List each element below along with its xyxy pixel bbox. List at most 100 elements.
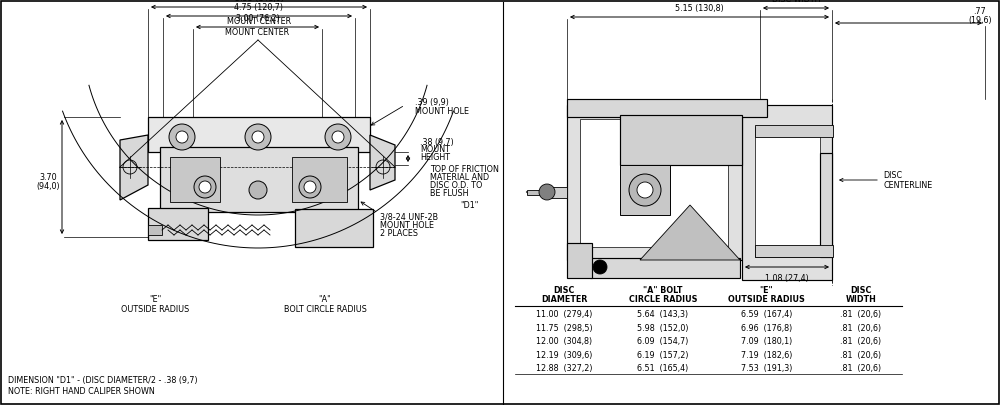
Text: .38 (9,7): .38 (9,7) <box>420 138 454 147</box>
Circle shape <box>194 176 216 198</box>
Bar <box>148 225 162 235</box>
Text: DISC: DISC <box>883 171 902 181</box>
Text: 11.00  (279,4): 11.00 (279,4) <box>536 310 592 319</box>
Text: .81  (20,6): .81 (20,6) <box>840 351 882 360</box>
Text: 3.00 (76,2): 3.00 (76,2) <box>236 14 279 23</box>
Bar <box>292 157 347 202</box>
Text: 7.19  (182,6): 7.19 (182,6) <box>741 351 792 360</box>
Polygon shape <box>370 135 395 190</box>
Circle shape <box>299 176 321 198</box>
Bar <box>527 190 542 195</box>
Text: "E": "E" <box>149 296 161 305</box>
Text: 6.51  (165,4): 6.51 (165,4) <box>637 364 689 373</box>
Text: DIAMETER: DIAMETER <box>541 295 587 304</box>
Text: OUTSIDE RADIUS: OUTSIDE RADIUS <box>121 305 189 313</box>
Bar <box>567 105 742 260</box>
Text: .81  (20,6): .81 (20,6) <box>840 364 882 373</box>
Polygon shape <box>120 135 148 200</box>
Text: 2 PLACES: 2 PLACES <box>380 228 418 237</box>
Text: CENTERLINE: CENTERLINE <box>883 181 932 190</box>
Circle shape <box>176 131 188 143</box>
Circle shape <box>325 124 351 150</box>
Bar <box>755 127 820 257</box>
Circle shape <box>629 174 661 206</box>
Text: DISC WIDTH: DISC WIDTH <box>772 0 820 4</box>
Text: TOP OF FRICTION: TOP OF FRICTION <box>430 166 499 175</box>
Text: BE FLUSH: BE FLUSH <box>430 190 468 198</box>
Text: 12.00  (304,8): 12.00 (304,8) <box>536 337 592 346</box>
Bar <box>295 209 373 247</box>
Text: WIDTH: WIDTH <box>846 295 876 304</box>
Bar <box>567 243 592 278</box>
Text: 7.09  (180,1): 7.09 (180,1) <box>741 337 792 346</box>
Text: .39 (9,9): .39 (9,9) <box>415 98 449 107</box>
Circle shape <box>169 124 195 150</box>
Text: CIRCLE RADIUS: CIRCLE RADIUS <box>629 295 697 304</box>
Bar <box>542 187 567 198</box>
Circle shape <box>199 181 211 193</box>
Bar <box>170 157 220 202</box>
Bar <box>620 165 670 215</box>
Text: 1.08 (27,4): 1.08 (27,4) <box>765 274 809 283</box>
Circle shape <box>304 181 316 193</box>
Text: MOUNT: MOUNT <box>420 145 450 154</box>
Text: NOTE: RIGHT HAND CALIPER SHOWN: NOTE: RIGHT HAND CALIPER SHOWN <box>8 386 155 396</box>
Text: "A" BOLT: "A" BOLT <box>643 286 683 295</box>
Text: "E": "E" <box>760 286 773 295</box>
Text: 6.59  (167,4): 6.59 (167,4) <box>741 310 792 319</box>
Bar <box>820 153 832 257</box>
Circle shape <box>593 260 607 274</box>
Text: 6.19  (157,2): 6.19 (157,2) <box>637 351 689 360</box>
Circle shape <box>252 131 264 143</box>
Text: .81  (20,6): .81 (20,6) <box>840 324 882 333</box>
Circle shape <box>249 181 267 199</box>
Text: MOUNT CENTER: MOUNT CENTER <box>225 28 290 37</box>
Text: MATERIAL AND: MATERIAL AND <box>430 173 489 183</box>
Text: MOUNT HOLE: MOUNT HOLE <box>380 220 434 230</box>
Bar <box>755 125 833 137</box>
Text: 6.09  (154,7): 6.09 (154,7) <box>637 337 689 346</box>
Text: (19,6): (19,6) <box>968 17 992 26</box>
Bar <box>160 147 358 212</box>
Bar <box>620 115 742 165</box>
Text: 11.75  (298,5): 11.75 (298,5) <box>536 324 592 333</box>
Text: OUTSIDE RADIUS: OUTSIDE RADIUS <box>728 295 805 304</box>
Text: 7.53  (191,3): 7.53 (191,3) <box>741 364 792 373</box>
Bar <box>148 208 208 240</box>
Text: DISC O.D. TO: DISC O.D. TO <box>430 181 482 190</box>
Bar <box>590 258 740 278</box>
Text: "A": "A" <box>319 296 331 305</box>
Text: MOUNT CENTER: MOUNT CENTER <box>227 17 291 26</box>
Circle shape <box>539 184 555 200</box>
Text: DIMENSION "D1" - (DISC DIAMETER/2 - .38 (9,7): DIMENSION "D1" - (DISC DIAMETER/2 - .38 … <box>8 375 198 384</box>
Text: 3.70: 3.70 <box>39 173 57 181</box>
Text: 5.98  (152,0): 5.98 (152,0) <box>637 324 689 333</box>
Text: "D1": "D1" <box>460 200 478 209</box>
Text: 12.19  (309,6): 12.19 (309,6) <box>536 351 592 360</box>
Text: 3/8-24 UNF-2B: 3/8-24 UNF-2B <box>380 213 438 222</box>
Text: 4.75 (120,7): 4.75 (120,7) <box>234 3 284 12</box>
Text: .81  (20,6): .81 (20,6) <box>840 310 882 319</box>
Bar <box>580 119 728 247</box>
Polygon shape <box>640 205 740 260</box>
Text: 6.96  (176,8): 6.96 (176,8) <box>741 324 792 333</box>
Circle shape <box>245 124 271 150</box>
Text: 5.15 (130,8): 5.15 (130,8) <box>675 4 724 13</box>
Text: DISC: DISC <box>850 286 872 295</box>
Text: 5.64  (143,3): 5.64 (143,3) <box>637 310 689 319</box>
Circle shape <box>332 131 344 143</box>
Text: MOUNT HOLE: MOUNT HOLE <box>415 107 469 115</box>
Text: (94,0): (94,0) <box>36 181 60 190</box>
Text: BOLT CIRCLE RADIUS: BOLT CIRCLE RADIUS <box>284 305 366 313</box>
Text: .77: .77 <box>974 8 986 17</box>
Text: 5.55 (141,0): 5.55 (141,0) <box>235 0 283 3</box>
Text: HEIGHT: HEIGHT <box>420 153 450 162</box>
Text: 12.88  (327,2): 12.88 (327,2) <box>536 364 592 373</box>
Bar <box>742 105 832 280</box>
Bar <box>567 99 767 117</box>
Bar <box>148 117 370 152</box>
Bar <box>755 245 833 257</box>
Text: .81  (20,6): .81 (20,6) <box>840 337 882 346</box>
Circle shape <box>637 182 653 198</box>
Text: DISC: DISC <box>553 286 575 295</box>
